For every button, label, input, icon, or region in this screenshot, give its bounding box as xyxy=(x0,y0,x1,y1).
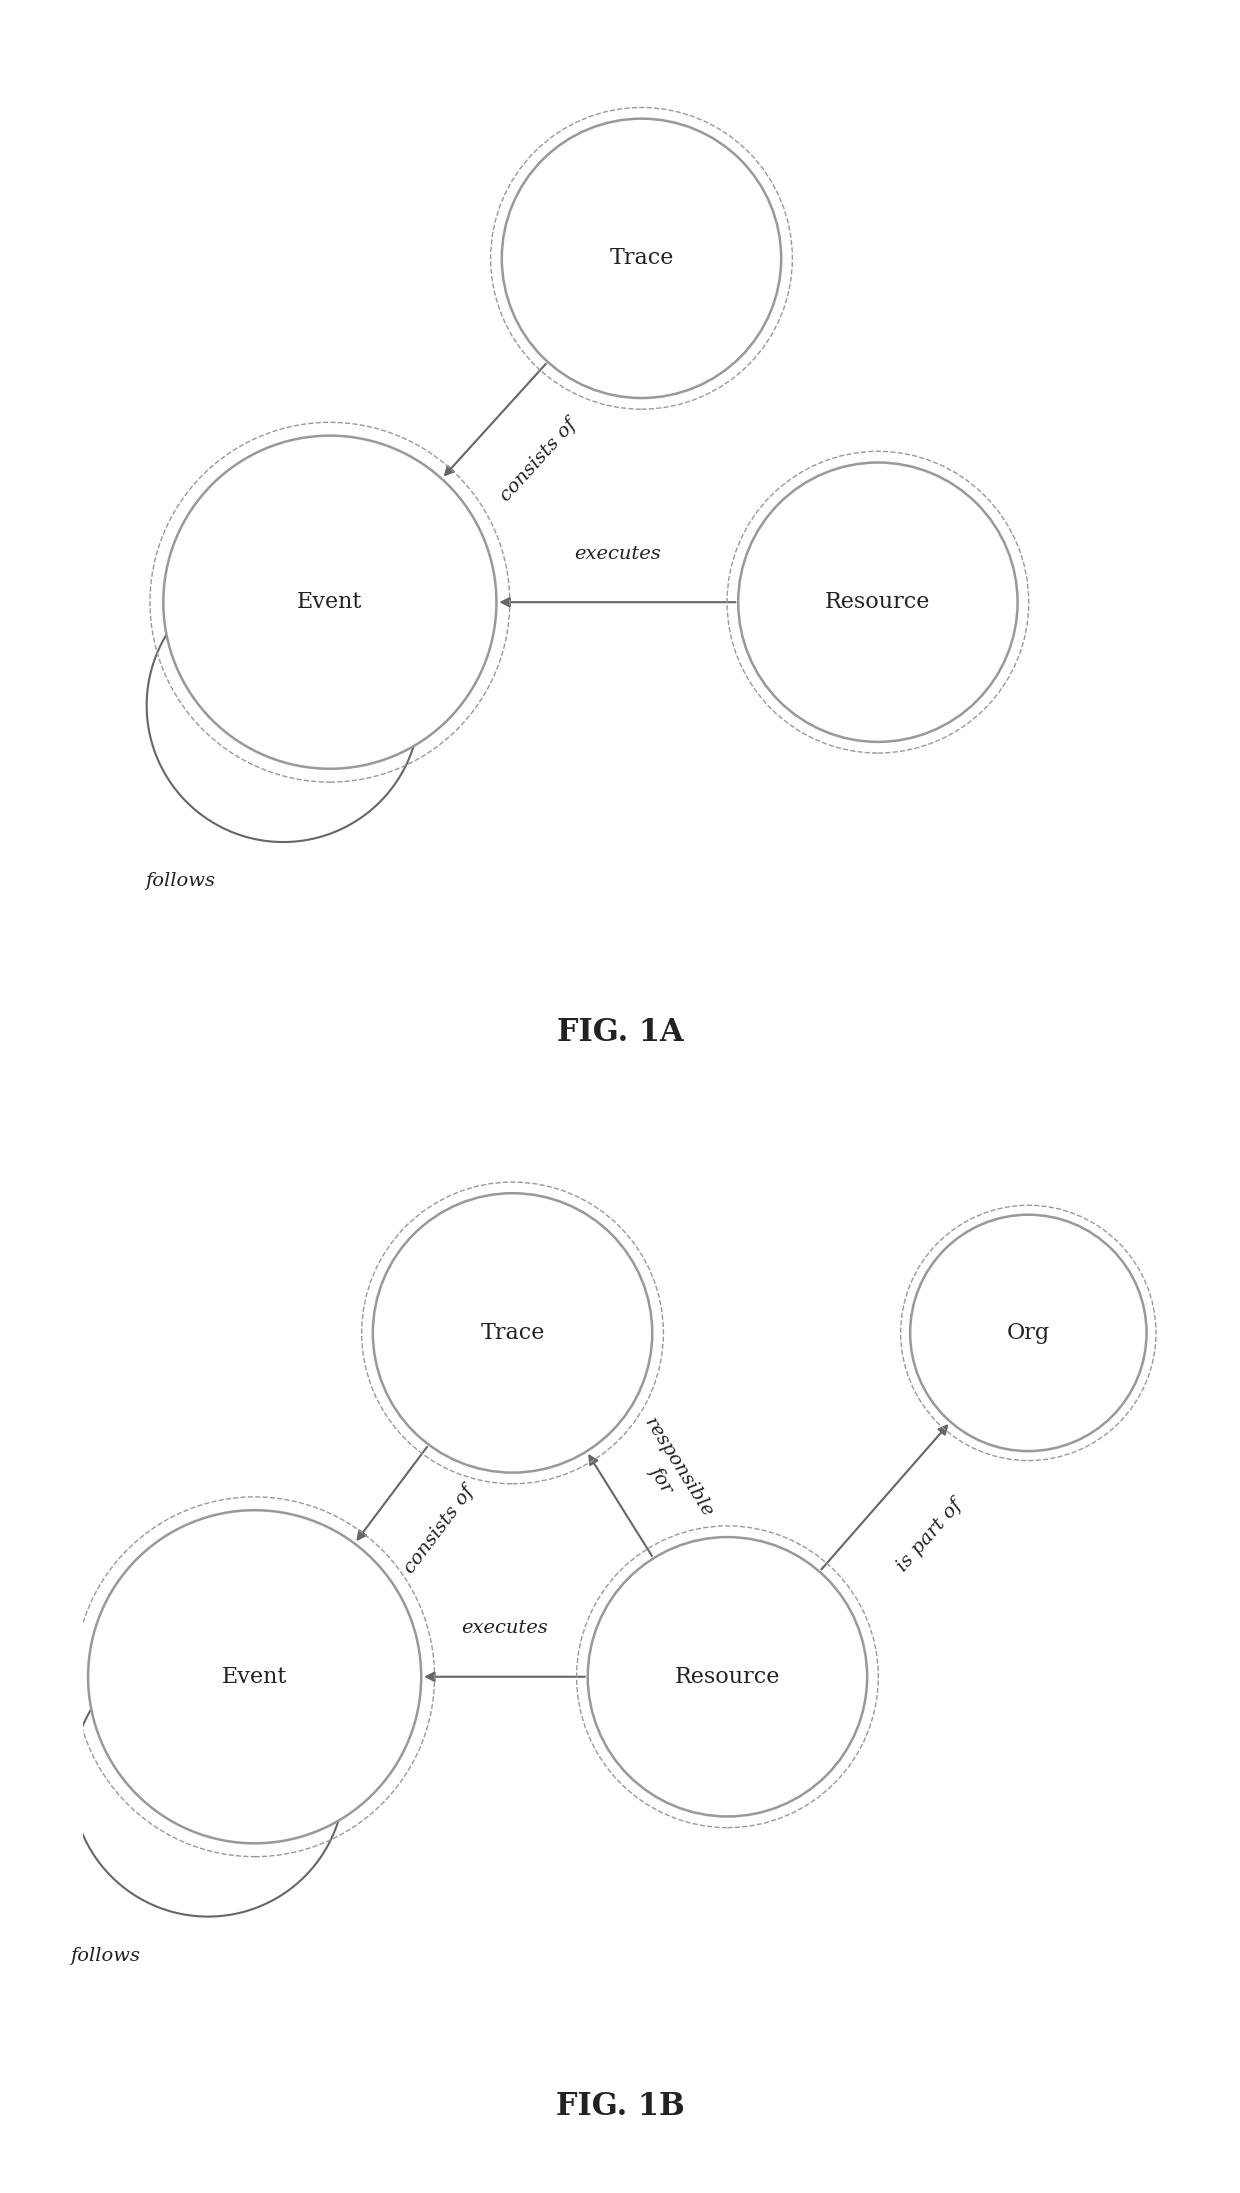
Circle shape xyxy=(373,1193,652,1474)
Circle shape xyxy=(88,1511,422,1844)
Text: Resource: Resource xyxy=(675,1667,780,1689)
Text: executes: executes xyxy=(461,1618,548,1638)
Text: Trace: Trace xyxy=(609,248,673,270)
Circle shape xyxy=(502,118,781,399)
Circle shape xyxy=(164,436,496,770)
Circle shape xyxy=(738,463,1018,741)
Text: Resource: Resource xyxy=(825,592,930,614)
Circle shape xyxy=(588,1537,867,1816)
Text: executes: executes xyxy=(574,544,661,564)
Text: is part of: is part of xyxy=(893,1496,966,1575)
Circle shape xyxy=(910,1215,1147,1452)
Text: Org: Org xyxy=(1007,1322,1050,1344)
Text: consists of: consists of xyxy=(497,414,580,504)
Text: consists of: consists of xyxy=(401,1482,477,1577)
Text: responsible
for: responsible for xyxy=(624,1414,717,1533)
Text: Trace: Trace xyxy=(480,1322,544,1344)
Text: FIG. 1B: FIG. 1B xyxy=(556,2092,684,2123)
Text: Event: Event xyxy=(222,1667,288,1689)
Text: FIG. 1A: FIG. 1A xyxy=(557,1018,683,1048)
Text: follows: follows xyxy=(145,873,215,890)
Text: follows: follows xyxy=(69,1947,140,1965)
Text: Event: Event xyxy=(298,592,362,614)
